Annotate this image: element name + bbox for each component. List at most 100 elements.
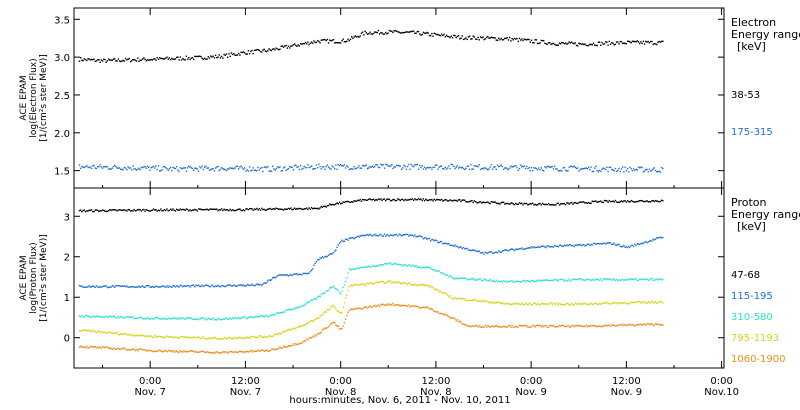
data-point	[207, 337, 209, 340]
data-point	[366, 33, 369, 35]
data-point	[641, 200, 643, 202]
y-tick-label: 3.5	[54, 15, 70, 26]
data-point	[377, 304, 380, 306]
data-point	[612, 42, 614, 45]
data-point	[405, 282, 408, 285]
data-point	[348, 168, 350, 171]
data-point	[476, 300, 478, 302]
data-point	[603, 167, 606, 170]
data-point	[602, 278, 604, 280]
data-point	[459, 199, 461, 201]
data-point	[468, 278, 471, 281]
data-point	[292, 327, 295, 330]
data-point	[615, 278, 618, 281]
data-point	[355, 200, 358, 202]
data-point	[369, 266, 371, 268]
data-point	[574, 201, 576, 204]
data-point	[217, 209, 219, 212]
data-point	[645, 200, 647, 203]
data-point	[156, 168, 158, 171]
data-point	[642, 323, 645, 325]
data-point	[137, 57, 139, 59]
data-point	[454, 167, 456, 170]
data-point	[323, 38, 325, 41]
data-point	[479, 201, 482, 203]
data-point	[517, 40, 519, 43]
data-point	[634, 201, 636, 203]
data-point	[213, 286, 216, 288]
data-point	[467, 249, 470, 251]
data-point	[295, 273, 297, 275]
data-point	[162, 58, 164, 60]
data-point	[489, 326, 491, 328]
data-point	[222, 168, 224, 170]
data-point	[510, 303, 512, 306]
data-point	[442, 168, 444, 170]
data-point	[325, 206, 327, 208]
data-point	[171, 57, 173, 60]
data-point	[423, 200, 426, 202]
data-point	[611, 279, 613, 281]
data-point	[652, 280, 654, 282]
data-point	[351, 268, 353, 270]
data-point	[607, 278, 609, 280]
data-point	[495, 39, 497, 41]
data-point	[541, 325, 544, 327]
data-point	[251, 208, 253, 210]
data-point	[468, 168, 471, 171]
data-point	[404, 305, 406, 307]
data-point	[180, 59, 183, 61]
data-point	[557, 170, 559, 172]
data-point	[433, 32, 435, 34]
data-point	[186, 351, 189, 353]
data-point	[87, 315, 89, 317]
data-point	[207, 285, 209, 287]
data-point	[374, 265, 376, 268]
data-point	[267, 165, 269, 168]
data-point	[291, 166, 293, 168]
data-point	[274, 277, 276, 279]
data-point	[320, 168, 322, 170]
data-point	[286, 309, 288, 311]
data-point	[217, 317, 219, 320]
x-tick-time-label: 12:00	[612, 376, 641, 387]
data-point	[504, 249, 506, 251]
data-point	[625, 201, 627, 203]
data-point	[225, 317, 228, 319]
data-point	[481, 167, 483, 170]
data-point	[629, 302, 631, 304]
data-point	[341, 40, 343, 42]
data-point	[602, 43, 604, 45]
data-point	[258, 49, 260, 51]
data-point	[225, 169, 228, 172]
data-point	[626, 302, 629, 305]
data-point	[437, 269, 439, 272]
data-point	[512, 303, 514, 305]
legend-entry-310-580: 310-580	[731, 312, 773, 323]
data-point	[622, 166, 624, 168]
data-point	[370, 282, 372, 284]
data-point	[513, 249, 516, 252]
data-point	[360, 32, 363, 34]
data-point	[643, 323, 646, 325]
data-point	[256, 316, 258, 318]
data-point	[552, 324, 555, 327]
data-point	[419, 284, 421, 286]
data-point	[132, 165, 134, 167]
data-point	[647, 170, 649, 173]
data-point	[272, 48, 274, 50]
data-point	[628, 303, 630, 305]
data-point	[87, 347, 89, 349]
data-point	[635, 324, 637, 326]
data-point	[455, 166, 457, 168]
data-point	[399, 32, 401, 34]
data-point	[546, 165, 548, 168]
data-point	[114, 286, 116, 288]
data-point	[637, 323, 640, 325]
data-point	[319, 332, 321, 334]
data-point	[160, 170, 162, 172]
data-point	[647, 323, 649, 325]
data-point	[651, 200, 653, 202]
data-point	[360, 283, 363, 286]
data-point	[361, 282, 364, 285]
